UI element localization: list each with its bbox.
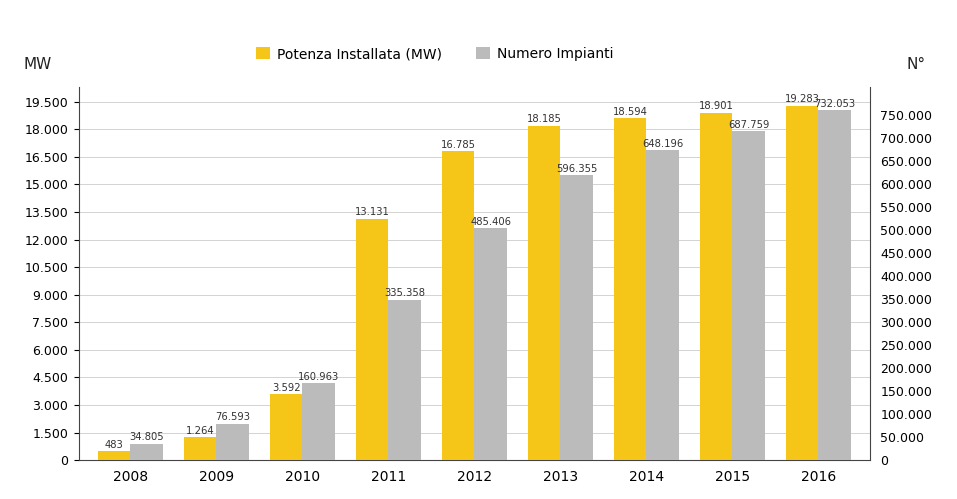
- Bar: [270, 394, 302, 460]
- Text: 18.901: 18.901: [699, 101, 733, 111]
- Bar: [475, 228, 507, 460]
- Bar: [646, 150, 679, 460]
- Bar: [98, 452, 130, 460]
- Legend: Potenza Installata (MW), Numero Impianti: Potenza Installata (MW), Numero Impianti: [251, 41, 619, 66]
- Bar: [786, 105, 818, 460]
- Bar: [527, 126, 561, 460]
- Bar: [561, 175, 593, 460]
- Bar: [302, 383, 335, 460]
- Bar: [442, 152, 475, 460]
- Bar: [356, 219, 389, 460]
- Text: 335.358: 335.358: [385, 288, 425, 298]
- Text: 34.805: 34.805: [129, 432, 164, 442]
- Text: 18.594: 18.594: [612, 107, 648, 117]
- Text: 160.963: 160.963: [299, 372, 340, 382]
- Text: N°: N°: [906, 57, 925, 72]
- Text: 732.053: 732.053: [814, 99, 856, 109]
- Text: 18.185: 18.185: [526, 114, 562, 124]
- Text: 76.593: 76.593: [215, 412, 251, 422]
- Text: 687.759: 687.759: [728, 120, 769, 130]
- Text: 16.785: 16.785: [440, 140, 476, 150]
- Text: 1.264: 1.264: [186, 426, 214, 436]
- Text: MW: MW: [24, 57, 52, 72]
- Bar: [732, 131, 765, 460]
- Text: 13.131: 13.131: [355, 207, 389, 217]
- Bar: [818, 110, 851, 460]
- Text: 485.406: 485.406: [470, 217, 511, 227]
- Text: 19.283: 19.283: [785, 94, 819, 104]
- Bar: [389, 300, 421, 460]
- Text: 3.592: 3.592: [272, 383, 300, 393]
- Bar: [613, 118, 646, 460]
- Bar: [216, 424, 249, 460]
- Bar: [700, 113, 732, 460]
- Text: 648.196: 648.196: [642, 139, 683, 149]
- Text: 596.355: 596.355: [556, 164, 597, 174]
- Bar: [184, 437, 216, 460]
- Bar: [130, 444, 163, 460]
- Text: 483: 483: [104, 440, 123, 450]
